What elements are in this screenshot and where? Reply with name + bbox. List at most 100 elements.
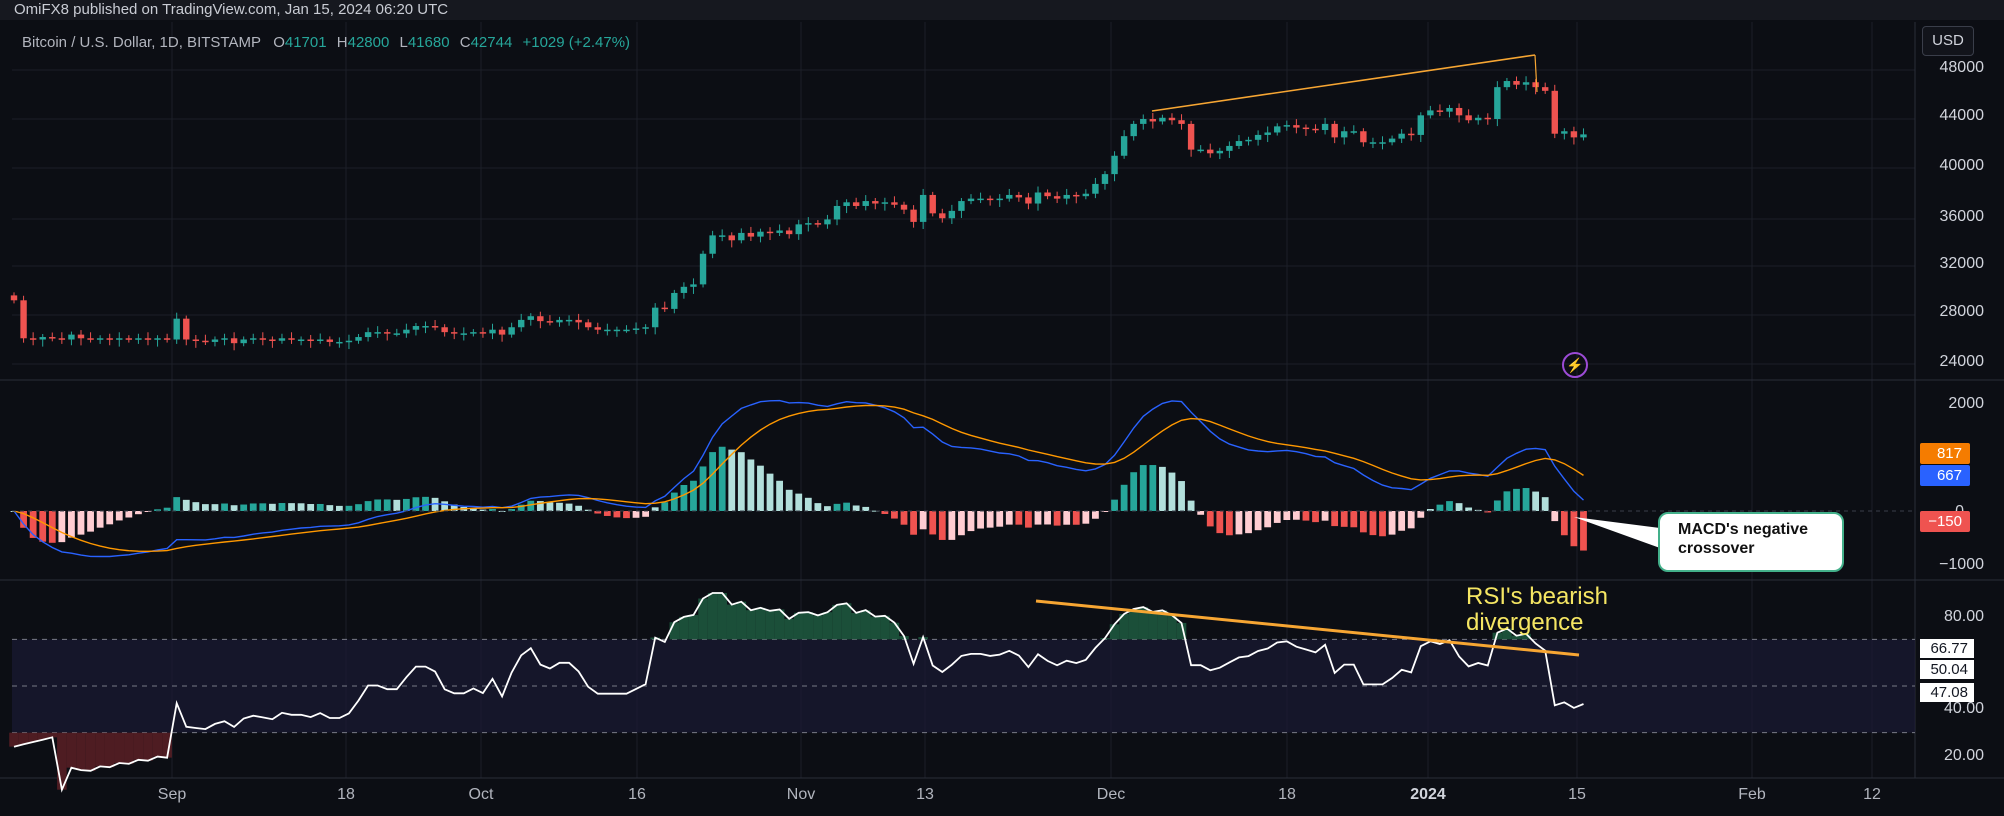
macd-histogram-bar	[1254, 511, 1262, 531]
candle-body	[766, 231, 774, 234]
candle-body	[58, 338, 66, 340]
macd-histogram-bar	[58, 511, 66, 543]
candle-body	[1015, 194, 1023, 198]
rsi-overbought-fill	[793, 612, 804, 640]
candle-body	[1331, 123, 1338, 138]
candle-body	[49, 337, 56, 339]
rsi-overbought-fill	[1502, 628, 1512, 640]
candle-body	[642, 327, 649, 329]
candle-body	[1254, 134, 1262, 140]
rsi-tick-label: 40.00	[1943, 700, 1984, 717]
candle-body	[1427, 110, 1434, 116]
candle-body	[1580, 134, 1587, 138]
macd-histogram-bar	[1245, 511, 1252, 534]
candle-body	[412, 326, 420, 330]
candle-body	[852, 202, 860, 206]
candle-body	[68, 334, 75, 340]
macd-histogram-bar	[623, 511, 630, 519]
macd-histogram-bar	[1388, 511, 1396, 535]
candle-body	[1168, 117, 1176, 121]
candle-body	[1063, 194, 1070, 199]
rsi-overbought-fill	[784, 618, 794, 640]
candle-body	[1101, 174, 1109, 184]
time-tick-label: Dec	[1096, 786, 1126, 803]
macd-histogram-bar	[690, 480, 697, 511]
rsi-oversold-fill	[57, 732, 67, 790]
macd-histogram-bar	[728, 449, 736, 511]
macd-histogram-bar	[1149, 465, 1157, 511]
candle-body	[1235, 141, 1243, 146]
candle-body	[881, 202, 889, 204]
currency-button[interactable]: USD	[1922, 26, 1974, 56]
candle-body	[20, 300, 27, 339]
candle-body	[1197, 149, 1204, 152]
candle-body	[1522, 82, 1530, 85]
price-trendline	[1151, 54, 1536, 112]
macd-histogram-bar	[737, 452, 745, 511]
candle-body	[1274, 126, 1281, 133]
macd-histogram-bar	[1321, 511, 1329, 521]
macd-histogram-bar	[852, 505, 860, 511]
macd-histogram-bar	[115, 511, 123, 521]
macd-histogram-bar	[125, 511, 133, 518]
macd-histogram-bar	[1159, 466, 1166, 511]
macd-histogram-bar	[881, 511, 889, 515]
macd-histogram-bar	[1493, 500, 1501, 511]
price-tick-label: 40000	[1939, 157, 1985, 174]
macd-histogram-bar	[900, 511, 908, 525]
candle-body	[336, 341, 343, 344]
macd-histogram-bar	[1532, 491, 1540, 511]
flash-icon[interactable]: ⚡	[1562, 352, 1588, 378]
rsi-level-badge: 50.04	[1920, 660, 1974, 679]
candle-body	[862, 201, 869, 206]
macd-histogram-bar	[1398, 511, 1406, 531]
macd-histogram-bar	[192, 502, 200, 511]
macd-histogram-bar	[202, 504, 209, 511]
macd-histogram-bar	[173, 497, 181, 511]
rsi-oversold-fill	[47, 732, 58, 738]
macd-histogram-bar	[556, 502, 563, 511]
signal-line	[13, 404, 1584, 553]
candle-body	[1561, 131, 1568, 134]
time-tick-label: Feb	[1738, 786, 1766, 803]
candle-body	[929, 194, 936, 214]
candle-body	[891, 202, 898, 205]
close-label: C	[459, 34, 471, 51]
price-tick-label: 44000	[1939, 107, 1985, 124]
candle-body	[1178, 120, 1185, 124]
candle-body	[192, 339, 200, 341]
macd-histogram-bar	[364, 501, 372, 511]
rsi-overbought-fill	[1176, 622, 1187, 640]
candle-body	[1044, 192, 1051, 197]
candle-body	[872, 201, 879, 204]
macd-histogram-bar	[1283, 511, 1291, 521]
rsi-overbought-fill	[832, 604, 842, 640]
macd-histogram-bar	[1331, 511, 1339, 527]
macd-histogram-bar	[441, 501, 449, 511]
rsi-overbought-fill	[870, 616, 881, 640]
candle-body	[785, 230, 793, 235]
macd-histogram-bar	[1130, 472, 1138, 511]
rsi-annotation: RSI's bearish divergence	[1466, 583, 1608, 636]
macd-histogram-bar	[1005, 511, 1013, 525]
macd-histogram-bar	[938, 511, 946, 540]
candle-body	[1417, 115, 1424, 135]
rsi-overbought-fill	[813, 615, 823, 640]
candle-body	[1341, 131, 1348, 138]
candle-body	[1455, 107, 1463, 116]
macd-histogram-bar	[1350, 511, 1358, 528]
macd-histogram-bar	[986, 511, 994, 528]
candle-body	[1082, 193, 1090, 197]
macd-histogram-bar	[584, 509, 592, 511]
candle-body	[431, 326, 439, 328]
macd-histogram-bar	[958, 511, 965, 536]
candle-body	[183, 318, 190, 340]
candle-body	[747, 232, 755, 237]
candle-body	[651, 307, 659, 328]
rsi-oversold-fill	[114, 732, 125, 763]
symbol-name[interactable]: Bitcoin / U.S. Dollar, 1D, BITSTAMP	[22, 34, 261, 51]
rsi-overbought-fill	[1109, 624, 1120, 640]
macd-line-badge: 667	[1920, 465, 1970, 486]
candle-body	[1465, 115, 1472, 121]
